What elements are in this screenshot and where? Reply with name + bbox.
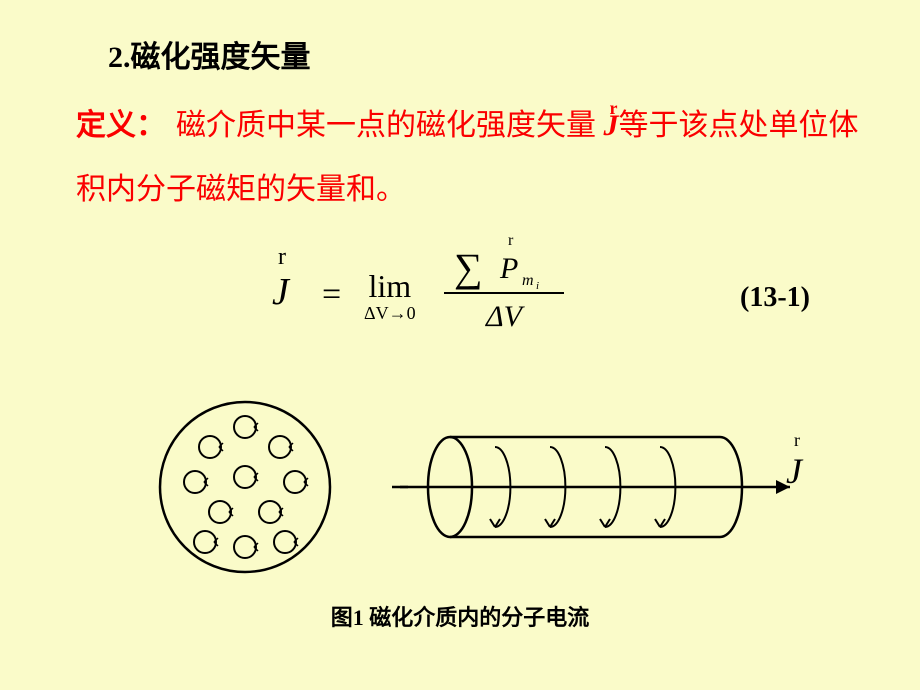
lim-sub: ΔV→0 bbox=[364, 303, 416, 324]
equals-sign: = bbox=[322, 276, 341, 314]
figure-diagram bbox=[150, 392, 790, 582]
limit-operator: lim ΔV→0 bbox=[364, 268, 416, 324]
j-letter: J bbox=[786, 451, 802, 491]
p-subscript-m: m bbox=[522, 272, 534, 290]
j-vector-symbol: rJ bbox=[604, 94, 619, 158]
sum-icon: ∑ bbox=[454, 244, 483, 291]
lhs-symbol: J bbox=[272, 271, 289, 313]
equation-number: (13-1) bbox=[740, 282, 810, 314]
definition-text: 定义：磁介质中某一点的磁化强度矢量 rJ等于该点处单位体积内分子磁矩的矢量和。 bbox=[76, 94, 860, 222]
fraction-numerator: ∑ r P m i bbox=[444, 238, 564, 292]
definition-part1: 磁介质中某一点的磁化强度矢量 bbox=[176, 109, 604, 142]
vector-mark-icon: r bbox=[508, 232, 513, 250]
section-heading: 2.磁化强度矢量 bbox=[108, 32, 311, 76]
definition-label: 定义： bbox=[76, 109, 166, 142]
p-vector: r P bbox=[500, 252, 518, 286]
diagram-svg bbox=[150, 392, 790, 582]
figure-caption: 图1 磁化介质内的分子电流 bbox=[0, 600, 920, 632]
fraction: ∑ r P m i ΔV bbox=[444, 238, 564, 334]
vector-mark-icon: r bbox=[610, 76, 618, 140]
vector-mark-icon: r bbox=[278, 244, 286, 271]
vector-mark-icon: r bbox=[794, 430, 800, 451]
lim-text: lim bbox=[364, 268, 416, 305]
fraction-denominator: ΔV bbox=[444, 294, 564, 334]
p-letter: P bbox=[500, 252, 518, 285]
j-label-diagram: r J bbox=[786, 450, 802, 492]
p-subscript-i: i bbox=[536, 280, 539, 292]
equation-lhs: r J bbox=[272, 270, 289, 314]
